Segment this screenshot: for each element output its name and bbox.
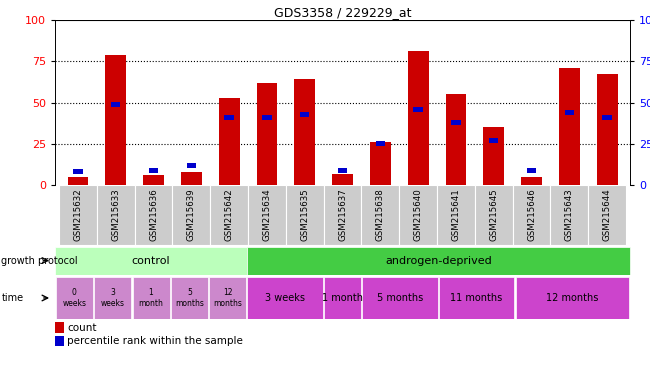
Text: GSM215645: GSM215645 bbox=[489, 188, 499, 241]
Text: GSM215632: GSM215632 bbox=[73, 188, 83, 241]
Bar bbox=[588, 185, 626, 245]
Bar bbox=[376, 141, 385, 146]
Bar bbox=[527, 168, 536, 173]
Bar bbox=[171, 277, 208, 319]
Bar bbox=[73, 169, 83, 174]
Bar bbox=[597, 74, 618, 185]
Text: GSM215646: GSM215646 bbox=[527, 188, 536, 241]
Bar bbox=[338, 168, 347, 173]
Bar bbox=[513, 185, 551, 245]
Bar bbox=[408, 51, 428, 185]
Text: GSM215642: GSM215642 bbox=[225, 188, 233, 241]
Bar bbox=[515, 277, 629, 319]
Text: 1
month: 1 month bbox=[138, 288, 163, 308]
Bar bbox=[248, 185, 286, 245]
Bar bbox=[603, 115, 612, 120]
Bar bbox=[133, 277, 170, 319]
Text: 5
months: 5 months bbox=[175, 288, 203, 308]
Bar bbox=[362, 277, 437, 319]
Bar bbox=[286, 185, 324, 245]
Text: androgen-deprived: androgen-deprived bbox=[385, 255, 491, 266]
Text: GSM215643: GSM215643 bbox=[565, 188, 574, 241]
Text: 11 months: 11 months bbox=[450, 293, 502, 303]
Bar bbox=[68, 177, 88, 185]
Text: 5 months: 5 months bbox=[377, 293, 423, 303]
Text: 12 months: 12 months bbox=[546, 293, 599, 303]
Bar bbox=[187, 163, 196, 168]
Bar bbox=[361, 185, 399, 245]
Bar bbox=[399, 185, 437, 245]
Text: GSM215634: GSM215634 bbox=[263, 188, 272, 241]
Bar bbox=[224, 115, 234, 120]
Text: percentile rank within the sample: percentile rank within the sample bbox=[68, 336, 243, 346]
Bar bbox=[300, 112, 309, 117]
Text: GSM215641: GSM215641 bbox=[452, 188, 460, 241]
Text: time: time bbox=[1, 293, 23, 303]
Text: 12
months: 12 months bbox=[213, 288, 242, 308]
Bar bbox=[149, 168, 158, 173]
Text: growth protocol: growth protocol bbox=[1, 255, 78, 266]
Bar bbox=[105, 55, 126, 185]
Text: control: control bbox=[132, 255, 170, 266]
Bar bbox=[370, 142, 391, 185]
Text: GSM215639: GSM215639 bbox=[187, 188, 196, 241]
Bar bbox=[59, 185, 97, 245]
Bar bbox=[332, 174, 353, 185]
Bar bbox=[489, 138, 499, 143]
Bar bbox=[143, 175, 164, 185]
Bar bbox=[181, 172, 202, 185]
Text: 0
weeks: 0 weeks bbox=[62, 288, 86, 308]
Title: GDS3358 / 229229_at: GDS3358 / 229229_at bbox=[274, 6, 411, 19]
Bar bbox=[413, 107, 423, 112]
Text: GSM215644: GSM215644 bbox=[603, 188, 612, 241]
Bar bbox=[262, 115, 272, 120]
Text: GSM215633: GSM215633 bbox=[111, 188, 120, 241]
Text: GSM215637: GSM215637 bbox=[338, 188, 347, 241]
Bar bbox=[247, 247, 630, 275]
Text: count: count bbox=[68, 323, 97, 333]
Bar bbox=[551, 185, 588, 245]
Bar bbox=[257, 83, 278, 185]
Bar bbox=[55, 247, 247, 275]
Bar bbox=[219, 98, 240, 185]
Text: 3 weeks: 3 weeks bbox=[265, 293, 305, 303]
Bar bbox=[97, 185, 135, 245]
Bar bbox=[55, 336, 64, 346]
Bar bbox=[294, 79, 315, 185]
Bar bbox=[209, 277, 246, 319]
Text: GSM215635: GSM215635 bbox=[300, 188, 309, 241]
Bar bbox=[521, 177, 542, 185]
Bar bbox=[111, 102, 120, 107]
Bar bbox=[439, 277, 514, 319]
Text: GSM215640: GSM215640 bbox=[413, 188, 423, 241]
Text: GSM215636: GSM215636 bbox=[149, 188, 158, 241]
Bar bbox=[55, 323, 64, 333]
Text: GSM215638: GSM215638 bbox=[376, 188, 385, 241]
Bar bbox=[135, 185, 172, 245]
Bar bbox=[445, 94, 466, 185]
Bar bbox=[172, 185, 210, 245]
Bar bbox=[475, 185, 513, 245]
Bar bbox=[248, 277, 323, 319]
Bar bbox=[565, 110, 574, 115]
Bar bbox=[484, 127, 504, 185]
Text: 1 month: 1 month bbox=[322, 293, 363, 303]
Bar bbox=[324, 277, 361, 319]
Bar bbox=[559, 68, 580, 185]
Bar bbox=[451, 120, 461, 125]
Text: 3
weeks: 3 weeks bbox=[101, 288, 125, 308]
Bar bbox=[210, 185, 248, 245]
Bar bbox=[324, 185, 361, 245]
Bar bbox=[94, 277, 131, 319]
Bar bbox=[56, 277, 93, 319]
Bar bbox=[437, 185, 475, 245]
